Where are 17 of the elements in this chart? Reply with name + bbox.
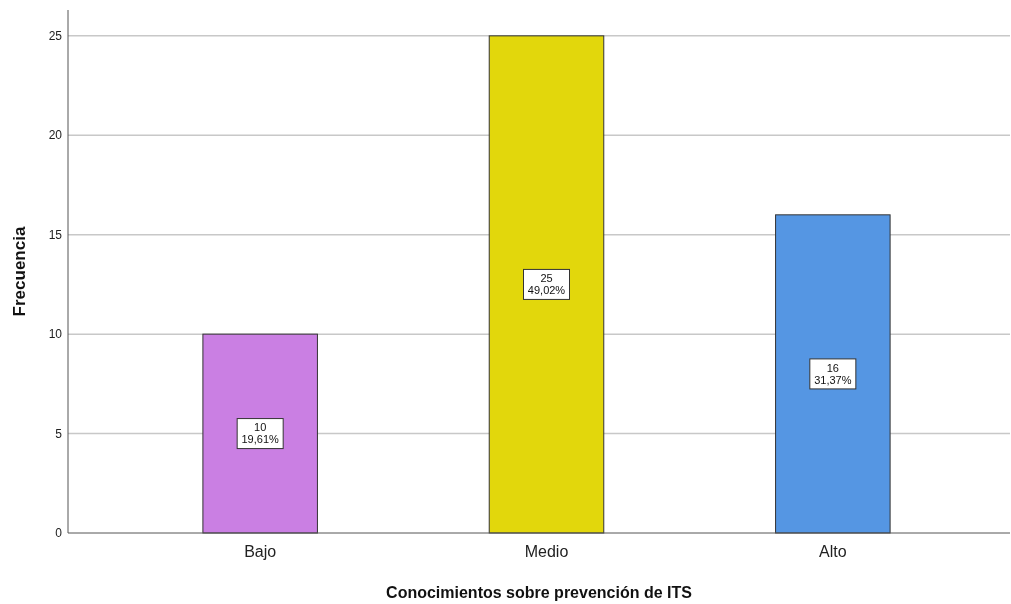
data-label: 16 31,37% (814, 361, 852, 386)
bar (202, 333, 318, 534)
y-tick-label: 0 (55, 526, 63, 541)
data-label: 25 49,02% (527, 272, 566, 297)
bar (488, 35, 605, 534)
x-tick-label: Medio (524, 543, 569, 560)
x-tick-label: Alto (819, 543, 847, 560)
y-tick-label: 20 (48, 128, 63, 143)
y-tick-label: 15 (48, 227, 63, 242)
y-tick-label: 25 (48, 29, 63, 44)
x-tick-label: Bajo (244, 543, 277, 560)
data-label: 10 19,61% (241, 421, 280, 446)
y-tick-label: 10 (48, 327, 63, 342)
y-tick-label: 5 (55, 426, 63, 441)
x-axis-title: Conocimientos sobre prevención de ITS (386, 584, 693, 601)
y-axis-title: Frecuencia (10, 226, 29, 317)
bar (775, 214, 891, 534)
